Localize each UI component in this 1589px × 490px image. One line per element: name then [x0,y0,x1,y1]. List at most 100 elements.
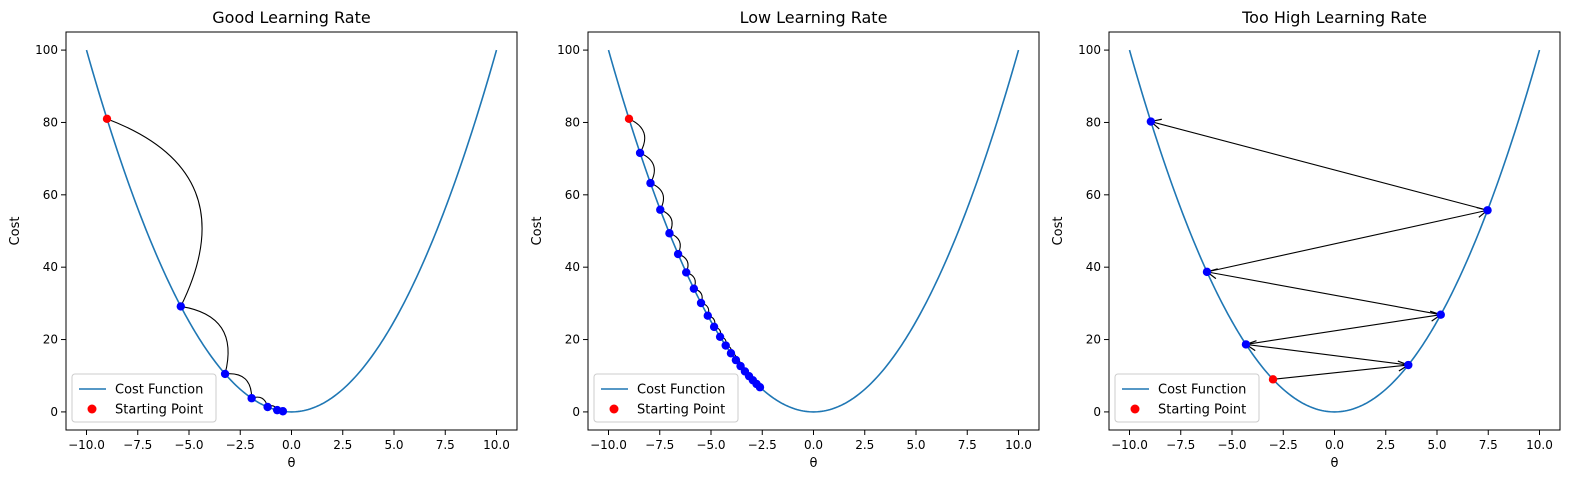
y-axis-label: Cost [530,217,545,246]
legend-point-swatch [1130,404,1140,414]
y-tick-label: 100 [1078,43,1101,57]
step-point-marker [247,394,256,403]
y-tick-label: 60 [1086,188,1101,202]
step-point-marker [646,178,655,188]
legend-box [593,373,739,423]
step-arrow [1272,365,1408,380]
x-axis-label: θ [1331,456,1339,471]
step-point-marker [656,205,665,214]
step-point-marker [682,268,691,277]
x-tick-label: 10.0 [1005,438,1032,452]
legend-label-cost-function: Cost Function [1158,383,1246,398]
step-point-marker [1146,117,1156,126]
x-tick-label: 5.0 [1427,438,1446,452]
step-point-marker [696,298,706,308]
x-tick-label: −7.5 [645,438,674,452]
step-point-marker [731,355,741,365]
y-tick-label: 20 [1086,333,1101,347]
x-tick-label: −2.5 [1269,438,1298,452]
step-arc [106,118,203,307]
x-tick-label: −2.5 [226,438,255,452]
x-tick-label: 2.5 [1376,438,1395,452]
step-point-marker [176,302,185,311]
x-tick-label: 2.5 [855,438,874,452]
chart-title: Low Learning Rate [740,8,888,27]
legend: Cost Function Starting Point [593,373,739,423]
x-tick-label: 0.0 [282,438,301,452]
step-point-marker [689,284,699,293]
legend-label-starting-point: Starting Point [115,403,203,418]
y-tick-label: 40 [565,260,580,274]
step-point-marker [665,229,674,238]
starting-point-marker [1268,375,1278,384]
y-tick-label: 0 [1093,405,1101,419]
y-tick-label: 100 [557,43,580,57]
x-tick-label: −2.5 [748,438,777,452]
legend-label-starting-point: Starting Point [637,403,725,418]
y-tick-label: 40 [1086,260,1101,274]
axes-frame [587,31,1040,431]
legend-label-cost-function: Cost Function [637,383,725,398]
y-tick-label: 0 [572,405,580,419]
chart-1: Good Learning Rate −10.0 −7.5 −5.0 −2.5 0.0 2.… [8,8,518,471]
y-tick-label: 60 [565,188,580,202]
starting-point-marker [102,114,112,124]
x-tick-label: −5.0 [174,438,203,452]
y-tick-label: 60 [43,188,58,202]
step-arrow [1151,122,1488,211]
step-point-marker [278,407,288,416]
chart-3: Too High Learning Rate −10.0 −7.5 −5.0 −2.5 0… [1051,8,1561,471]
y-axis-label: Cost [1051,217,1066,246]
chart-title: Too High Learning Rate [1241,8,1427,27]
legend-label-cost-function: Cost Function [115,383,203,398]
y-tick-label: 20 [565,333,580,347]
y-tick-label: 80 [565,115,580,129]
step-arrow [1246,344,1409,366]
x-tick-label: 5.0 [906,438,925,452]
step-point-marker [220,369,230,379]
y-tick-label: 80 [1086,115,1101,129]
x-tick-label: 2.5 [333,438,352,452]
legend-label-starting-point: Starting Point [1158,403,1246,418]
y-axis-label: Cost [8,217,23,246]
step-point-marker [703,311,712,320]
axes-frame [1108,31,1561,431]
axes-frame [65,31,518,431]
x-tick-label: 10.0 [1526,438,1553,452]
y-tick-label: 0 [50,405,58,419]
step-point-marker [721,341,730,350]
legend-point-swatch [609,404,619,414]
x-tick-label: 10.0 [483,438,510,452]
legend: Cost Function Starting Point [71,373,217,423]
x-tick-label: −10.0 [68,438,105,452]
step-point-marker [1241,340,1251,349]
step-arrow [1207,272,1441,316]
chart-title: Good Learning Rate [212,8,370,27]
y-tick-label: 40 [43,260,58,274]
legend: Cost Function Starting Point [1114,373,1260,423]
y-tick-label: 20 [43,333,58,347]
x-tick-label: 7.5 [958,438,977,452]
x-tick-label: 5.0 [384,438,403,452]
x-tick-label: −5.0 [696,438,725,452]
step-arrow [1206,210,1488,273]
legend-point-swatch [87,404,97,414]
step-point-marker [1436,310,1445,319]
step-point-marker [715,332,725,341]
legend-box [1114,373,1260,423]
step-point-marker [755,383,765,392]
step-point-marker [673,249,683,259]
x-tick-label: 7.5 [1479,438,1498,452]
x-tick-label: −7.5 [1166,438,1195,452]
x-tick-label: −10.0 [590,438,627,452]
chart-2: Low Learning Rate −10.0 −7.5 −5.0 −2.5 0.0 2.5… [530,8,1040,471]
cost-function-line [85,49,498,413]
x-tick-label: 0.0 [804,438,823,452]
cost-function-line [1128,49,1541,413]
step-point-marker [1202,267,1212,277]
x-tick-label: 0.0 [1325,438,1344,452]
step-point-marker [709,322,719,332]
step-point-marker [1404,360,1413,370]
legend-box [71,373,217,423]
